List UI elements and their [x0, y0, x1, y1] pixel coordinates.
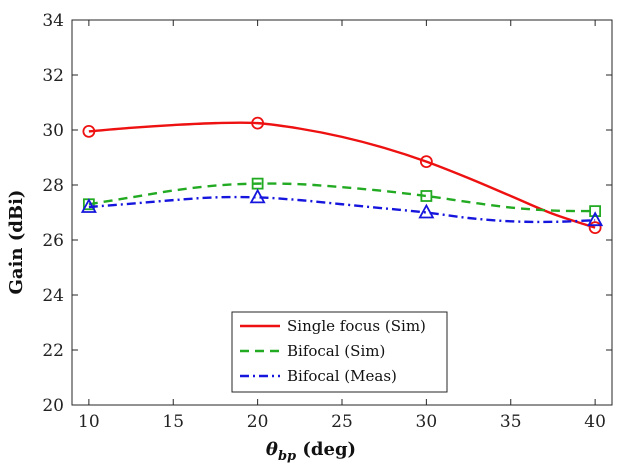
y-tick-label-24: 24	[42, 286, 64, 306]
legend-label-1: Bifocal (Sim)	[287, 342, 385, 360]
y-tick-label-20: 20	[42, 396, 64, 416]
legend: Single focus (Sim) Bifocal (Sim) Bifocal (…	[231, 311, 448, 393]
series-0	[82, 116, 602, 235]
series-2	[80, 188, 604, 227]
legend-label-2: Bifocal (Meas)	[287, 367, 397, 385]
data-point-0-1	[251, 116, 265, 130]
plot-area	[80, 116, 604, 235]
series-1	[82, 177, 602, 218]
x-axis-label: θbp (deg)	[266, 439, 356, 464]
x-tick-label-30: 30	[416, 412, 438, 432]
y-tick-label-30: 30	[42, 121, 64, 141]
y-tick-label-32: 32	[42, 66, 64, 86]
axes: 10 15 20 25 30 35 40 20 22 24 26 28 30 32 34	[42, 11, 613, 432]
legend-label-0: Single focus (Sim)	[287, 317, 426, 335]
series-line-0	[88, 121, 596, 229]
y-tick-label-22: 22	[42, 341, 64, 361]
data-point-2-1	[249, 188, 266, 204]
x-tick-label-15: 15	[162, 412, 184, 432]
x-axis-label-unit: (deg)	[296, 439, 356, 460]
x-axis-label-symbol: θ	[266, 439, 278, 460]
y-axis-label: Gain (dBi)	[6, 190, 27, 295]
y-tick-label-34: 34	[42, 11, 64, 31]
data-point-2-0	[80, 198, 97, 213]
data-point-0-2	[419, 155, 433, 169]
series-line-2	[88, 195, 596, 224]
x-tick-label-25: 25	[331, 412, 353, 432]
series-line-1	[88, 182, 596, 213]
data-point-2-3	[587, 211, 604, 227]
data-point-2-2	[418, 203, 435, 219]
data-point-0-0	[82, 124, 96, 138]
y-tick-label-28: 28	[42, 176, 64, 196]
data-point-0-3	[588, 221, 602, 235]
data-point-1-3	[589, 205, 602, 218]
x-tick-label-10: 10	[78, 412, 100, 432]
x-tick-label-20: 20	[247, 412, 269, 432]
x-tick-label-35: 35	[500, 412, 522, 432]
data-point-1-2	[420, 190, 433, 202]
y-tick-label-26: 26	[42, 231, 64, 251]
x-axis-label-subscript: bp	[278, 449, 296, 464]
x-tick-label-40: 40	[584, 412, 606, 432]
